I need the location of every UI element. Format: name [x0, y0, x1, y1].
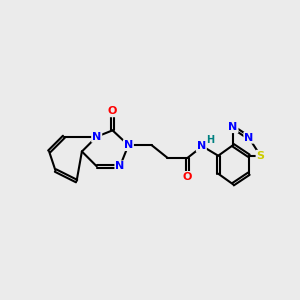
- Text: H: H: [206, 135, 214, 145]
- Text: N: N: [228, 122, 238, 132]
- Text: N: N: [124, 140, 133, 150]
- Text: N: N: [115, 161, 124, 171]
- Text: N: N: [244, 133, 254, 143]
- Text: O: O: [108, 106, 117, 116]
- Text: N: N: [197, 141, 206, 151]
- Text: S: S: [256, 151, 265, 161]
- Text: N: N: [92, 132, 101, 142]
- Text: O: O: [183, 172, 192, 182]
